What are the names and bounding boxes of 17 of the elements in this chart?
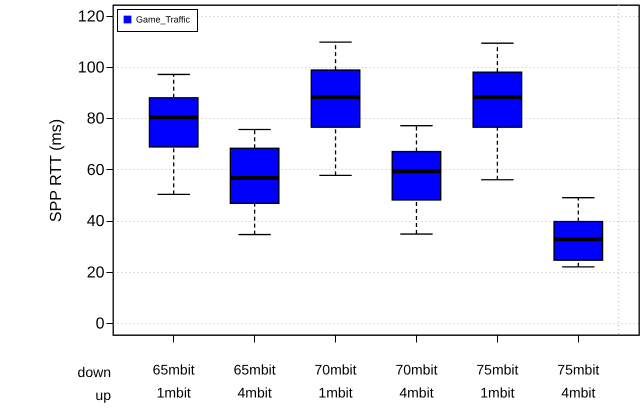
y-tick-label: 80 <box>86 110 105 128</box>
x-tick-label: 70mbit 1mbit <box>314 362 357 400</box>
x-tick-label: 70mbit 4mbit <box>395 362 438 400</box>
y-tick-label: 120 <box>78 8 105 26</box>
x-tick-label: 65mbit 4mbit <box>234 362 276 400</box>
x-tick-label: 75mbit 1mbit <box>476 362 518 400</box>
text: down <box>78 364 111 380</box>
y-tick-label: 40 <box>86 213 105 230</box>
y-tick-label: 100 <box>78 60 105 77</box>
y-axis-title: SPP RTT (ms) <box>48 118 65 222</box>
x-tick-label: 65mbit 1mbit <box>152 362 195 400</box>
x-tick-label: 75mbit 4mbit <box>557 362 600 400</box>
y-tick-label: 0 <box>96 316 105 333</box>
y-tick-label: 60 <box>86 162 105 179</box>
legend-label: Game_Traffic <box>136 14 191 24</box>
text: up <box>95 387 112 403</box>
y-tick-label: 20 <box>86 264 105 282</box>
